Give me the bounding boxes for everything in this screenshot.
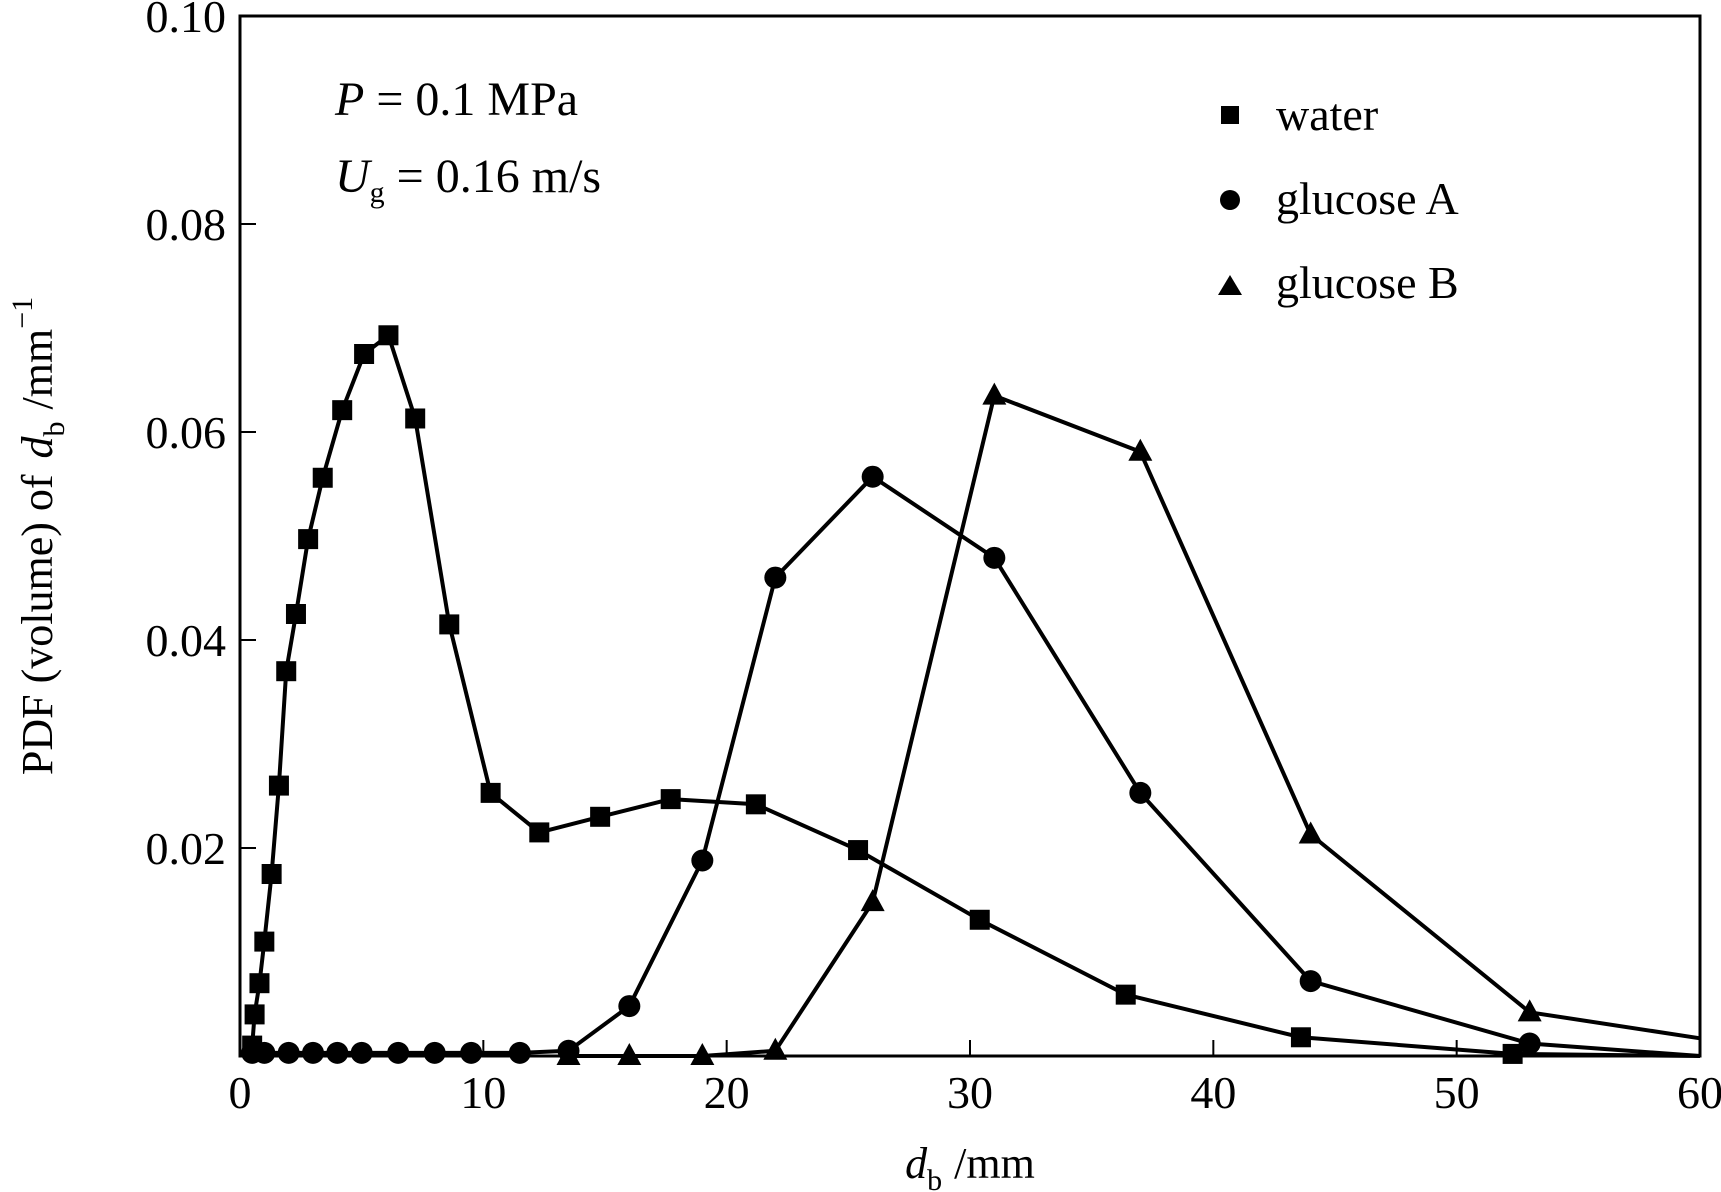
data-point-glucose-b [1517, 999, 1542, 1022]
data-point-glucose-b [982, 382, 1007, 405]
data-point-glucose-a [350, 1041, 373, 1064]
y-axis-ticks: 0.02 0.04 0.06 0.08 0.10 [146, 0, 256, 874]
y-tick-label: 0.10 [146, 0, 227, 42]
data-point-water [1290, 1027, 1311, 1048]
legend-triangle-marker-icon [1218, 275, 1242, 295]
data-point-glucose-a [618, 995, 641, 1018]
data-point-glucose-a [277, 1041, 300, 1064]
data-point-glucose-b [860, 889, 885, 912]
series-line-glucose-a [252, 474, 1701, 1058]
data-point-glucose-a [460, 1041, 483, 1064]
data-point-glucose-a [1518, 1032, 1541, 1055]
data-point-glucose-a [861, 465, 884, 488]
data-point-water [590, 806, 611, 827]
legend-item-glucose-a: glucose A [1220, 173, 1459, 224]
x-axis-title: db/mm [905, 1139, 1035, 1192]
data-point-water [529, 822, 550, 843]
data-point-glucose-a [508, 1041, 531, 1064]
y-tick-label: 0.04 [146, 615, 227, 666]
data-point-water [1115, 984, 1136, 1005]
y-axis-title: PDF (volume) ofdb/mm−1 [6, 297, 71, 775]
data-point-water [378, 325, 399, 346]
data-point-water [312, 467, 333, 488]
x-tick-label: 50 [1434, 1067, 1480, 1118]
data-point-water [660, 789, 681, 810]
data-point-glucose-b [1128, 438, 1153, 461]
data-point-glucose-b [617, 1043, 642, 1065]
data-point-water [745, 794, 766, 815]
legend-circle-marker-icon [1220, 190, 1240, 210]
legend-label-glucose-a: glucose A [1276, 173, 1459, 224]
x-axis-ticks: 0 10 20 30 40 50 60 [229, 1040, 1721, 1118]
data-point-water [405, 408, 426, 429]
data-point-water [261, 864, 282, 884]
data-point-glucose-b [556, 1043, 581, 1065]
y-tick-label: 0.08 [146, 199, 227, 250]
data-point-water [439, 614, 460, 635]
data-point-water [276, 661, 297, 682]
data-point-glucose-b [1298, 821, 1323, 844]
data-point-glucose-b [763, 1037, 788, 1060]
data-point-glucose-a [1299, 970, 1322, 993]
data-point-water [848, 840, 869, 861]
data-point-water [249, 973, 270, 994]
data-point-water [969, 909, 990, 930]
x-tick-label: 60 [1677, 1067, 1721, 1118]
data-point-glucose-a [253, 1041, 276, 1064]
data-point-glucose-a [302, 1041, 324, 1064]
series-line-water [250, 333, 1701, 1058]
series-markers [241, 325, 1542, 1065]
data-point-water [268, 775, 289, 796]
y-tick-label: 0.02 [146, 823, 227, 874]
data-point-glucose-a [1129, 781, 1152, 804]
data-point-glucose-a [387, 1041, 410, 1064]
data-point-glucose-b [690, 1043, 715, 1065]
series-lines [250, 333, 1701, 1058]
annotation-pressure: P = 0.1 MPa [334, 73, 578, 126]
legend-square-marker-icon [1221, 106, 1239, 124]
data-point-water [244, 1004, 265, 1025]
data-point-glucose-a [764, 566, 787, 589]
legend-label-glucose-b: glucose B [1276, 257, 1459, 308]
data-point-water [332, 400, 353, 421]
legend: water glucose A glucose B [1218, 89, 1459, 308]
x-tick-label: 0 [229, 1067, 252, 1118]
x-tick-label: 40 [1190, 1067, 1236, 1118]
legend-label-water: water [1276, 89, 1378, 140]
data-point-glucose-a [983, 546, 1006, 569]
series-line-glucose-b [568, 393, 1701, 1058]
x-tick-label: 30 [947, 1067, 993, 1118]
x-tick-label: 10 [460, 1067, 506, 1118]
legend-item-water: water [1221, 89, 1378, 140]
data-point-water [480, 782, 501, 803]
data-point-water [1502, 1043, 1523, 1064]
data-point-water [254, 931, 275, 952]
x-tick-label: 20 [704, 1067, 750, 1118]
data-point-glucose-a [691, 849, 714, 872]
annotation-gas-velocity: Ug = 0.16 m/s [335, 150, 601, 209]
y-tick-label: 0.06 [146, 407, 227, 458]
data-point-glucose-a [326, 1041, 349, 1064]
data-point-water [354, 344, 375, 364]
data-point-water [285, 604, 306, 624]
data-point-glucose-a [423, 1041, 446, 1064]
data-point-water [298, 529, 319, 550]
legend-item-glucose-b: glucose B [1218, 257, 1459, 308]
